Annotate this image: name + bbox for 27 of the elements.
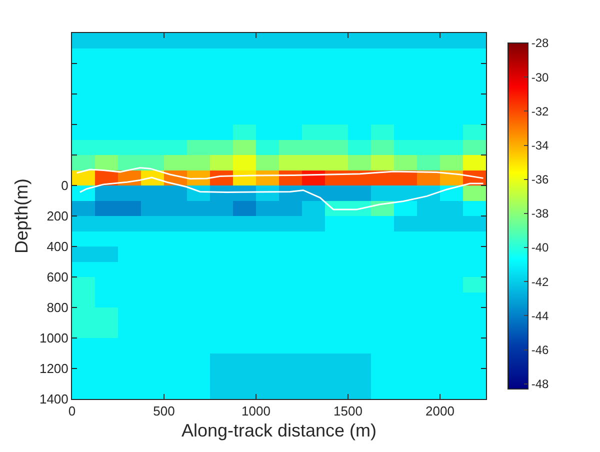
y-tick-label: 400: [46, 239, 68, 254]
color-bar-label: -28: [531, 36, 550, 50]
color-bar-label: -44: [531, 308, 550, 323]
color-bar-label: -40: [531, 240, 550, 255]
x-tick-label: 1500: [334, 404, 362, 419]
y-tick-label: 1000: [39, 330, 68, 346]
y-tick-label: 1200: [39, 361, 68, 376]
color-bar-label: -36: [531, 172, 550, 187]
y-tick-label: 200: [46, 208, 68, 224]
y-tick-label: 800: [46, 300, 68, 316]
x-tick-label: 500: [153, 404, 175, 419]
color-bar-label: -46: [531, 343, 550, 357]
y-tick-label: 600: [46, 270, 68, 285]
color-bar-label: -48: [531, 377, 550, 392]
line-series: [76, 167, 484, 180]
color-bar-label: -32: [531, 104, 550, 118]
color-bar-label: -42: [531, 274, 550, 289]
color-bar-label: -38: [531, 206, 550, 221]
color-bar-label: -30: [531, 70, 550, 84]
y-tick-label: 0: [61, 178, 68, 194]
y-tick-label: 1400: [39, 392, 68, 407]
line-series: [79, 176, 484, 210]
color-bar-label: -34: [531, 138, 550, 152]
x-axis-title: Along-track distance (m): [181, 420, 377, 441]
x-tick-label: 2000: [426, 404, 454, 419]
x-tick-label: 1000: [242, 404, 270, 419]
y-axis-title: Depth(m): [12, 178, 32, 254]
